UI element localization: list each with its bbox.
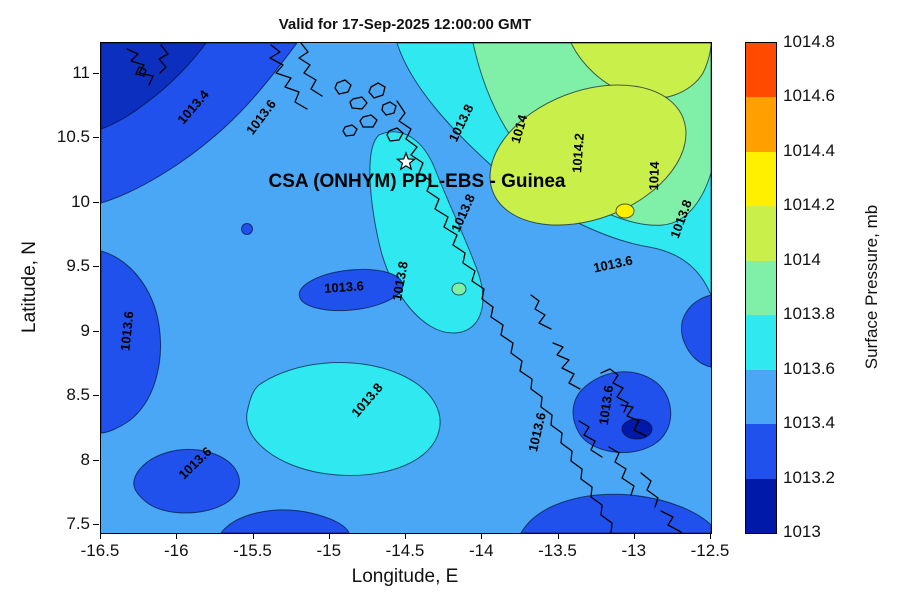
colorbar-tick-label: 1014.8 — [783, 32, 835, 51]
colorbar-tick-label: 1014.6 — [783, 86, 835, 106]
colorbar-band — [746, 478, 776, 533]
x-tick-mark — [100, 533, 101, 539]
x-tick-mark — [405, 533, 406, 539]
contour-spot-green-center — [451, 282, 467, 296]
y-tick-label: 10.5 — [56, 127, 90, 147]
contour-region-blue-rightedge — [681, 294, 711, 368]
contour-label: 1013.6 — [323, 278, 365, 296]
x-tick-label: -15.5 — [233, 541, 272, 560]
y-tick-mark — [93, 395, 99, 397]
contour-region-low-topleft-core — [101, 43, 207, 130]
x-tick-mark — [328, 533, 330, 539]
x-tick-label: -14 — [468, 541, 494, 560]
x-tick-mark — [176, 533, 178, 539]
y-tick-label: 9 — [80, 320, 90, 340]
x-tick-mark — [252, 533, 254, 539]
y-tick-label: 8.5 — [66, 385, 90, 405]
x-tick-label: -13.5 — [538, 541, 577, 560]
y-tick-label: 7.5 — [66, 514, 90, 533]
y-tick-mark — [93, 201, 99, 203]
y-tick-mark — [93, 330, 99, 332]
colorbar — [745, 42, 777, 534]
colorbar-band — [746, 43, 776, 98]
map-annotation: CSA (ONHYM) PPL-EBS - Guinea — [268, 171, 566, 192]
contour-label: 1014.2 — [569, 132, 587, 174]
colorbar-band — [746, 97, 776, 152]
y-tick-label: 11 — [72, 63, 90, 82]
contour-region-blue-southeast — [572, 371, 672, 453]
x-tick-label: -15 — [316, 541, 342, 560]
contour-spot-navy-low — [621, 418, 653, 440]
colorbar-tick-label: 1013.2 — [783, 467, 835, 487]
y-tick-mark — [93, 266, 99, 268]
x-tick-label: -16 — [163, 541, 189, 560]
x-tick-mark — [710, 533, 711, 539]
y-tick-label: 9.5 — [66, 256, 90, 276]
coastline — [126, 43, 682, 533]
colorbar-label: Surface Pressure, mb — [862, 204, 881, 370]
contour-region-blue-leftedge — [101, 250, 162, 434]
y-tick-label: 8 — [80, 449, 90, 469]
contour-label: 1014 — [645, 161, 663, 191]
colorbar-tick-label: 1014 — [783, 249, 821, 269]
contour-region-blue-centerleft — [298, 268, 404, 312]
x-tick-mark — [557, 533, 559, 539]
x-tick-label: -16.5 — [80, 541, 120, 560]
colorbar-band — [746, 424, 776, 479]
y-tick-label: 10 — [71, 191, 90, 211]
colorbar-tick-label: 1014.4 — [783, 140, 835, 160]
colorbar-tick-label: 1014.2 — [783, 195, 835, 215]
contour-region-blue-bottomcenter — [220, 509, 350, 533]
x-tick-label: -12.5 — [690, 541, 730, 560]
plot-area: 1013.4 1013.6 1013.8 1014 1014.2 1014 1013.8 10… — [100, 42, 712, 534]
y-tick-mark — [93, 137, 99, 139]
colorbar-band — [746, 315, 776, 370]
contour-map-canvas — [101, 43, 711, 533]
x-tick-label: -14.5 — [385, 541, 425, 560]
colorbar-tick-label: 1013.6 — [783, 358, 835, 378]
y-tick-mark — [93, 459, 99, 461]
y-tick-mark — [93, 524, 99, 525]
x-axis-label: Longitude, E — [351, 566, 459, 587]
x-tick-mark — [633, 533, 635, 539]
site-star-marker — [395, 151, 417, 171]
x-tick-mark — [481, 533, 483, 539]
x-tick-label: -13 — [621, 541, 647, 560]
contour-region-cyan-southwest — [246, 362, 441, 476]
contour-region-yellowgreen-core — [489, 84, 687, 226]
y-axis-label: Latitude, N — [19, 241, 40, 333]
plot-title: Valid for 17-Sep-2025 12:00:00 GMT — [278, 16, 532, 33]
contour-region-yellowgreen-corner — [570, 43, 711, 99]
colorbar-band — [746, 369, 776, 425]
contour-spot-blue-small — [241, 223, 253, 235]
contour-spot-yellow-high — [615, 203, 635, 219]
colorbar-band — [746, 151, 776, 207]
colorbar-tick-label: 1013.8 — [783, 304, 835, 324]
y-tick-mark — [93, 73, 99, 74]
colorbar-tick-label: 1013 — [783, 522, 821, 541]
contour-region-blue-bottomleft — [133, 448, 240, 514]
colorbar-band — [746, 206, 776, 261]
colorbar-tick-label: 1013.4 — [783, 413, 835, 433]
colorbar-band — [746, 260, 776, 316]
